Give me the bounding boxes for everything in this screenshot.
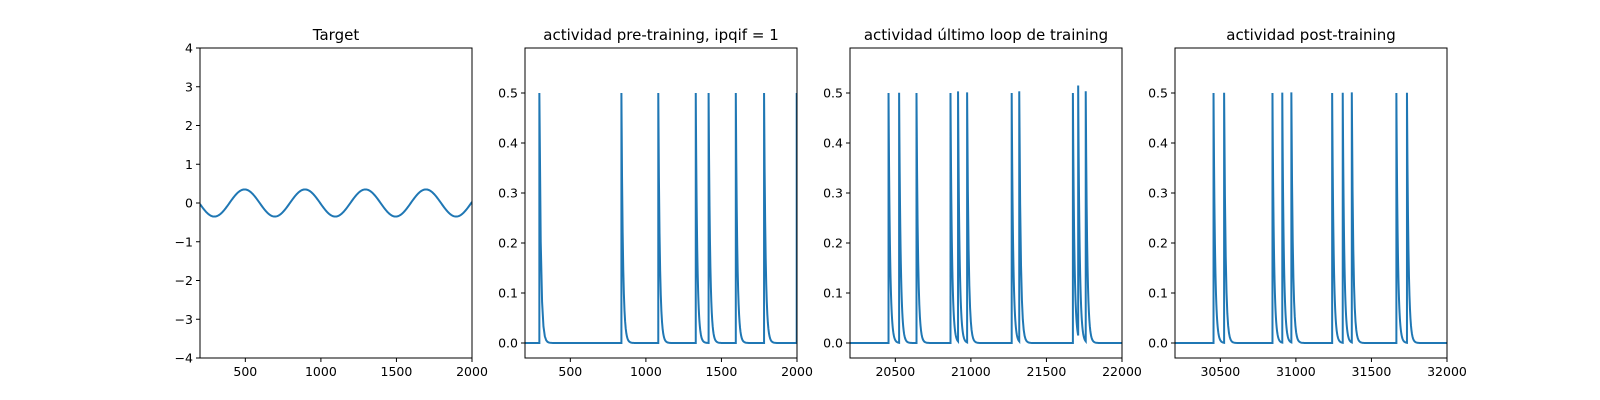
y-tick-label: −3: [175, 312, 193, 327]
series-line: [1175, 92, 1447, 344]
x-tick-label: 31000: [1276, 364, 1316, 379]
series-line: [200, 188, 472, 218]
y-tick-label: 0.0: [823, 336, 843, 351]
subplot-pre-training: actividad pre-training, ipqif = 1 500 100…: [498, 26, 813, 379]
x-tick-label: 500: [558, 364, 582, 379]
axes-frame: [1174, 47, 1448, 359]
subplot-title: Target: [312, 26, 360, 44]
x-tick-label: 1500: [706, 364, 738, 379]
subplot-target: Target 500 1000 1500 2000 −4 −3 −2 −1 0 1 2 3 4: [175, 26, 488, 379]
y-tick-label: 1: [185, 157, 193, 172]
y-tick-label: 0.1: [823, 286, 843, 301]
y-tick-label: 0.0: [498, 336, 518, 351]
axes-frame: [849, 47, 1123, 359]
x-tick-label: 32000: [1427, 364, 1467, 379]
x-tick-label: 2000: [456, 364, 488, 379]
y-tick-label: 0.3: [498, 186, 518, 201]
series-line: [850, 85, 1122, 345]
subplot-post-training: actividad post-training 30500 31000 31500 3…: [1148, 26, 1467, 379]
y-tick-label: 0.2: [1148, 236, 1168, 251]
subplot-title: actividad pre-training, ipqif = 1: [543, 26, 779, 44]
x-tick-label: 20500: [875, 364, 915, 379]
y-tick-label: 0.3: [1148, 186, 1168, 201]
y-tick-label: 0.1: [498, 286, 518, 301]
x-tick-label: 1500: [381, 364, 413, 379]
x-tick-label: 21500: [1027, 364, 1067, 379]
y-tick-label: 0.4: [1148, 136, 1168, 151]
x-tick-label: 21000: [951, 364, 991, 379]
y-tick-label: 0.4: [823, 136, 843, 151]
y-tick-label: 2: [185, 118, 193, 133]
x-tick-label: 22000: [1102, 364, 1142, 379]
y-tick-label: 0.1: [1148, 286, 1168, 301]
series-line: [525, 92, 797, 344]
subplot-last-training-loop: actividad último loop de training 20500 2…: [823, 26, 1142, 379]
subplot-title: actividad post-training: [1226, 26, 1395, 44]
y-tick-label: −2: [175, 273, 193, 288]
y-tick-label: 0.3: [823, 186, 843, 201]
y-tick-label: −4: [175, 351, 193, 366]
y-tick-label: 0.4: [498, 136, 518, 151]
x-tick-label: 31500: [1352, 364, 1392, 379]
axes-frame: [524, 47, 798, 359]
y-tick-label: 3: [185, 79, 193, 94]
x-tick-label: 1000: [305, 364, 337, 379]
y-tick-label: 0: [185, 196, 193, 211]
y-tick-label: −1: [175, 234, 193, 249]
y-tick-label: 0.2: [498, 236, 518, 251]
x-tick-label: 30500: [1200, 364, 1240, 379]
y-tick-label: 4: [185, 41, 193, 56]
y-tick-label: 0.0: [1148, 336, 1168, 351]
subplot-title: actividad último loop de training: [864, 26, 1108, 44]
y-tick-label: 0.2: [823, 236, 843, 251]
y-tick-label: 0.5: [823, 86, 843, 101]
x-tick-label: 500: [233, 364, 257, 379]
x-tick-label: 1000: [630, 364, 662, 379]
x-tick-label: 2000: [781, 364, 813, 379]
y-tick-label: 0.5: [498, 86, 518, 101]
y-tick-label: 0.5: [1148, 86, 1168, 101]
